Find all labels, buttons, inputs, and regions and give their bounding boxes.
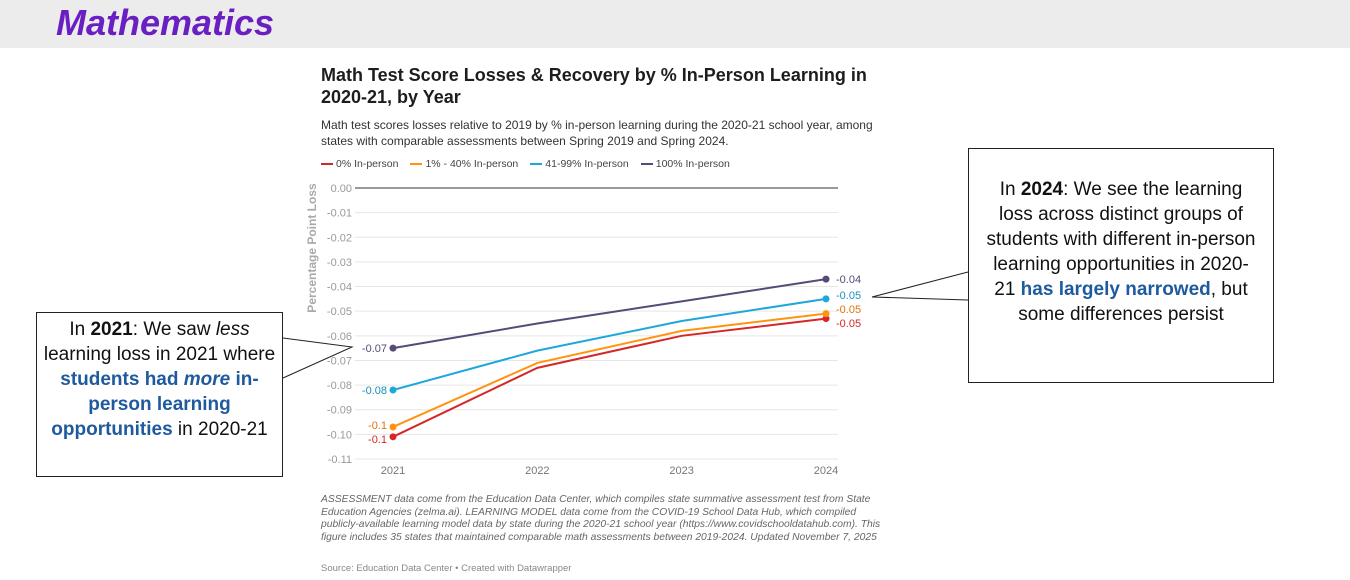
legend-item: 41-99% In-person bbox=[530, 158, 629, 170]
y-tick-label: -0.09 bbox=[327, 405, 352, 417]
data-point bbox=[822, 310, 830, 318]
y-tick-label: -0.06 bbox=[327, 331, 352, 343]
y-tick-label: -0.10 bbox=[327, 429, 352, 441]
callout-emphasis: less bbox=[215, 319, 250, 340]
data-point bbox=[389, 386, 397, 394]
callout-highlight: has largely narrowed bbox=[1020, 279, 1211, 300]
legend-label: 100% In-person bbox=[655, 158, 730, 170]
y-tick-label: -0.08 bbox=[327, 380, 352, 392]
y-tick-label: -0.11 bbox=[328, 454, 352, 466]
legend-item: 100% In-person bbox=[640, 158, 730, 170]
legend-swatch bbox=[530, 163, 543, 165]
series-line bbox=[392, 312, 827, 428]
x-tick-label: 2021 bbox=[381, 465, 405, 477]
chart-legend: 0% In-person 1% - 40% In-person 41-99% In-… bbox=[321, 158, 730, 170]
callout-highlight: in-person learning opportunities bbox=[51, 369, 259, 440]
data-point bbox=[822, 315, 830, 323]
header-bar: Mathematics bbox=[0, 0, 1350, 48]
callout-pointer-left bbox=[282, 337, 354, 379]
y-tick-label: -0.05 bbox=[327, 306, 352, 318]
y-tick-label: -0.03 bbox=[327, 257, 352, 269]
callout-text: In bbox=[999, 179, 1021, 200]
callout-2024: In 2024: We see the learning loss across… bbox=[968, 148, 1274, 383]
legend-swatch bbox=[410, 163, 423, 165]
callout-highlight: students had bbox=[60, 369, 184, 390]
data-label: -0.05 bbox=[836, 290, 861, 302]
data-point bbox=[389, 423, 397, 431]
legend-label: 1% - 40% In-person bbox=[425, 158, 519, 170]
callout-text: In bbox=[69, 319, 91, 340]
series-line bbox=[392, 278, 827, 350]
callout-text: : We saw bbox=[132, 319, 216, 340]
series-line bbox=[392, 317, 827, 438]
legend-item: 0% In-person bbox=[321, 158, 398, 170]
x-tick-label: 2024 bbox=[814, 465, 838, 477]
data-point bbox=[389, 344, 397, 352]
callout-pointer-right bbox=[871, 271, 969, 301]
chart-title: Math Test Score Losses & Recovery by % I… bbox=[321, 65, 867, 107]
y-tick-label: -0.01 bbox=[327, 208, 352, 220]
page-title: Mathematics bbox=[56, 2, 275, 43]
chart-notes: ASSESSMENT data come from the Education … bbox=[321, 494, 881, 543]
callout-text: : We see the learning loss across distin… bbox=[986, 179, 1256, 300]
x-tick-label: 2023 bbox=[669, 465, 693, 477]
callout-text: in 2020-21 bbox=[172, 419, 268, 440]
series-line bbox=[392, 297, 827, 391]
data-point bbox=[822, 295, 830, 303]
y-tick-label: -0.07 bbox=[327, 355, 352, 367]
data-point bbox=[389, 433, 397, 441]
chart-subtitle: Math test scores losses relative to 2019… bbox=[321, 118, 873, 148]
y-tick-label: 0.00 bbox=[331, 183, 352, 195]
data-label: -0.05 bbox=[836, 318, 861, 330]
y-tick-label: -0.02 bbox=[327, 232, 352, 244]
y-axis-label: Percentage Point Loss bbox=[305, 183, 319, 313]
data-label: -0.08 bbox=[362, 385, 387, 397]
data-label: -0.1 bbox=[368, 420, 387, 432]
legend-label: 41-99% In-person bbox=[545, 158, 629, 170]
legend-item: 1% - 40% In-person bbox=[410, 158, 518, 170]
data-point bbox=[822, 275, 830, 283]
callout-year: 2021 bbox=[90, 319, 133, 340]
callout-text: , but some differences persist bbox=[1018, 279, 1248, 325]
data-label: -0.05 bbox=[836, 304, 861, 316]
callout-text: learning loss in 2021 where bbox=[43, 344, 276, 365]
legend-swatch bbox=[640, 163, 653, 165]
chart-source: Source: Education Data Center • Created … bbox=[321, 563, 572, 574]
callout-year: 2024 bbox=[1020, 179, 1064, 200]
callout-highlight: more bbox=[183, 369, 231, 390]
data-label: -0.1 bbox=[368, 434, 387, 446]
legend-label: 0% In-person bbox=[336, 158, 399, 170]
x-tick-label: 2022 bbox=[525, 465, 549, 477]
data-label: -0.07 bbox=[362, 343, 387, 355]
legend-swatch bbox=[321, 163, 333, 165]
data-label: -0.04 bbox=[836, 274, 861, 286]
callout-2021: In 2021: We saw less learning loss in 20… bbox=[36, 312, 283, 477]
y-tick-label: -0.04 bbox=[327, 282, 352, 294]
